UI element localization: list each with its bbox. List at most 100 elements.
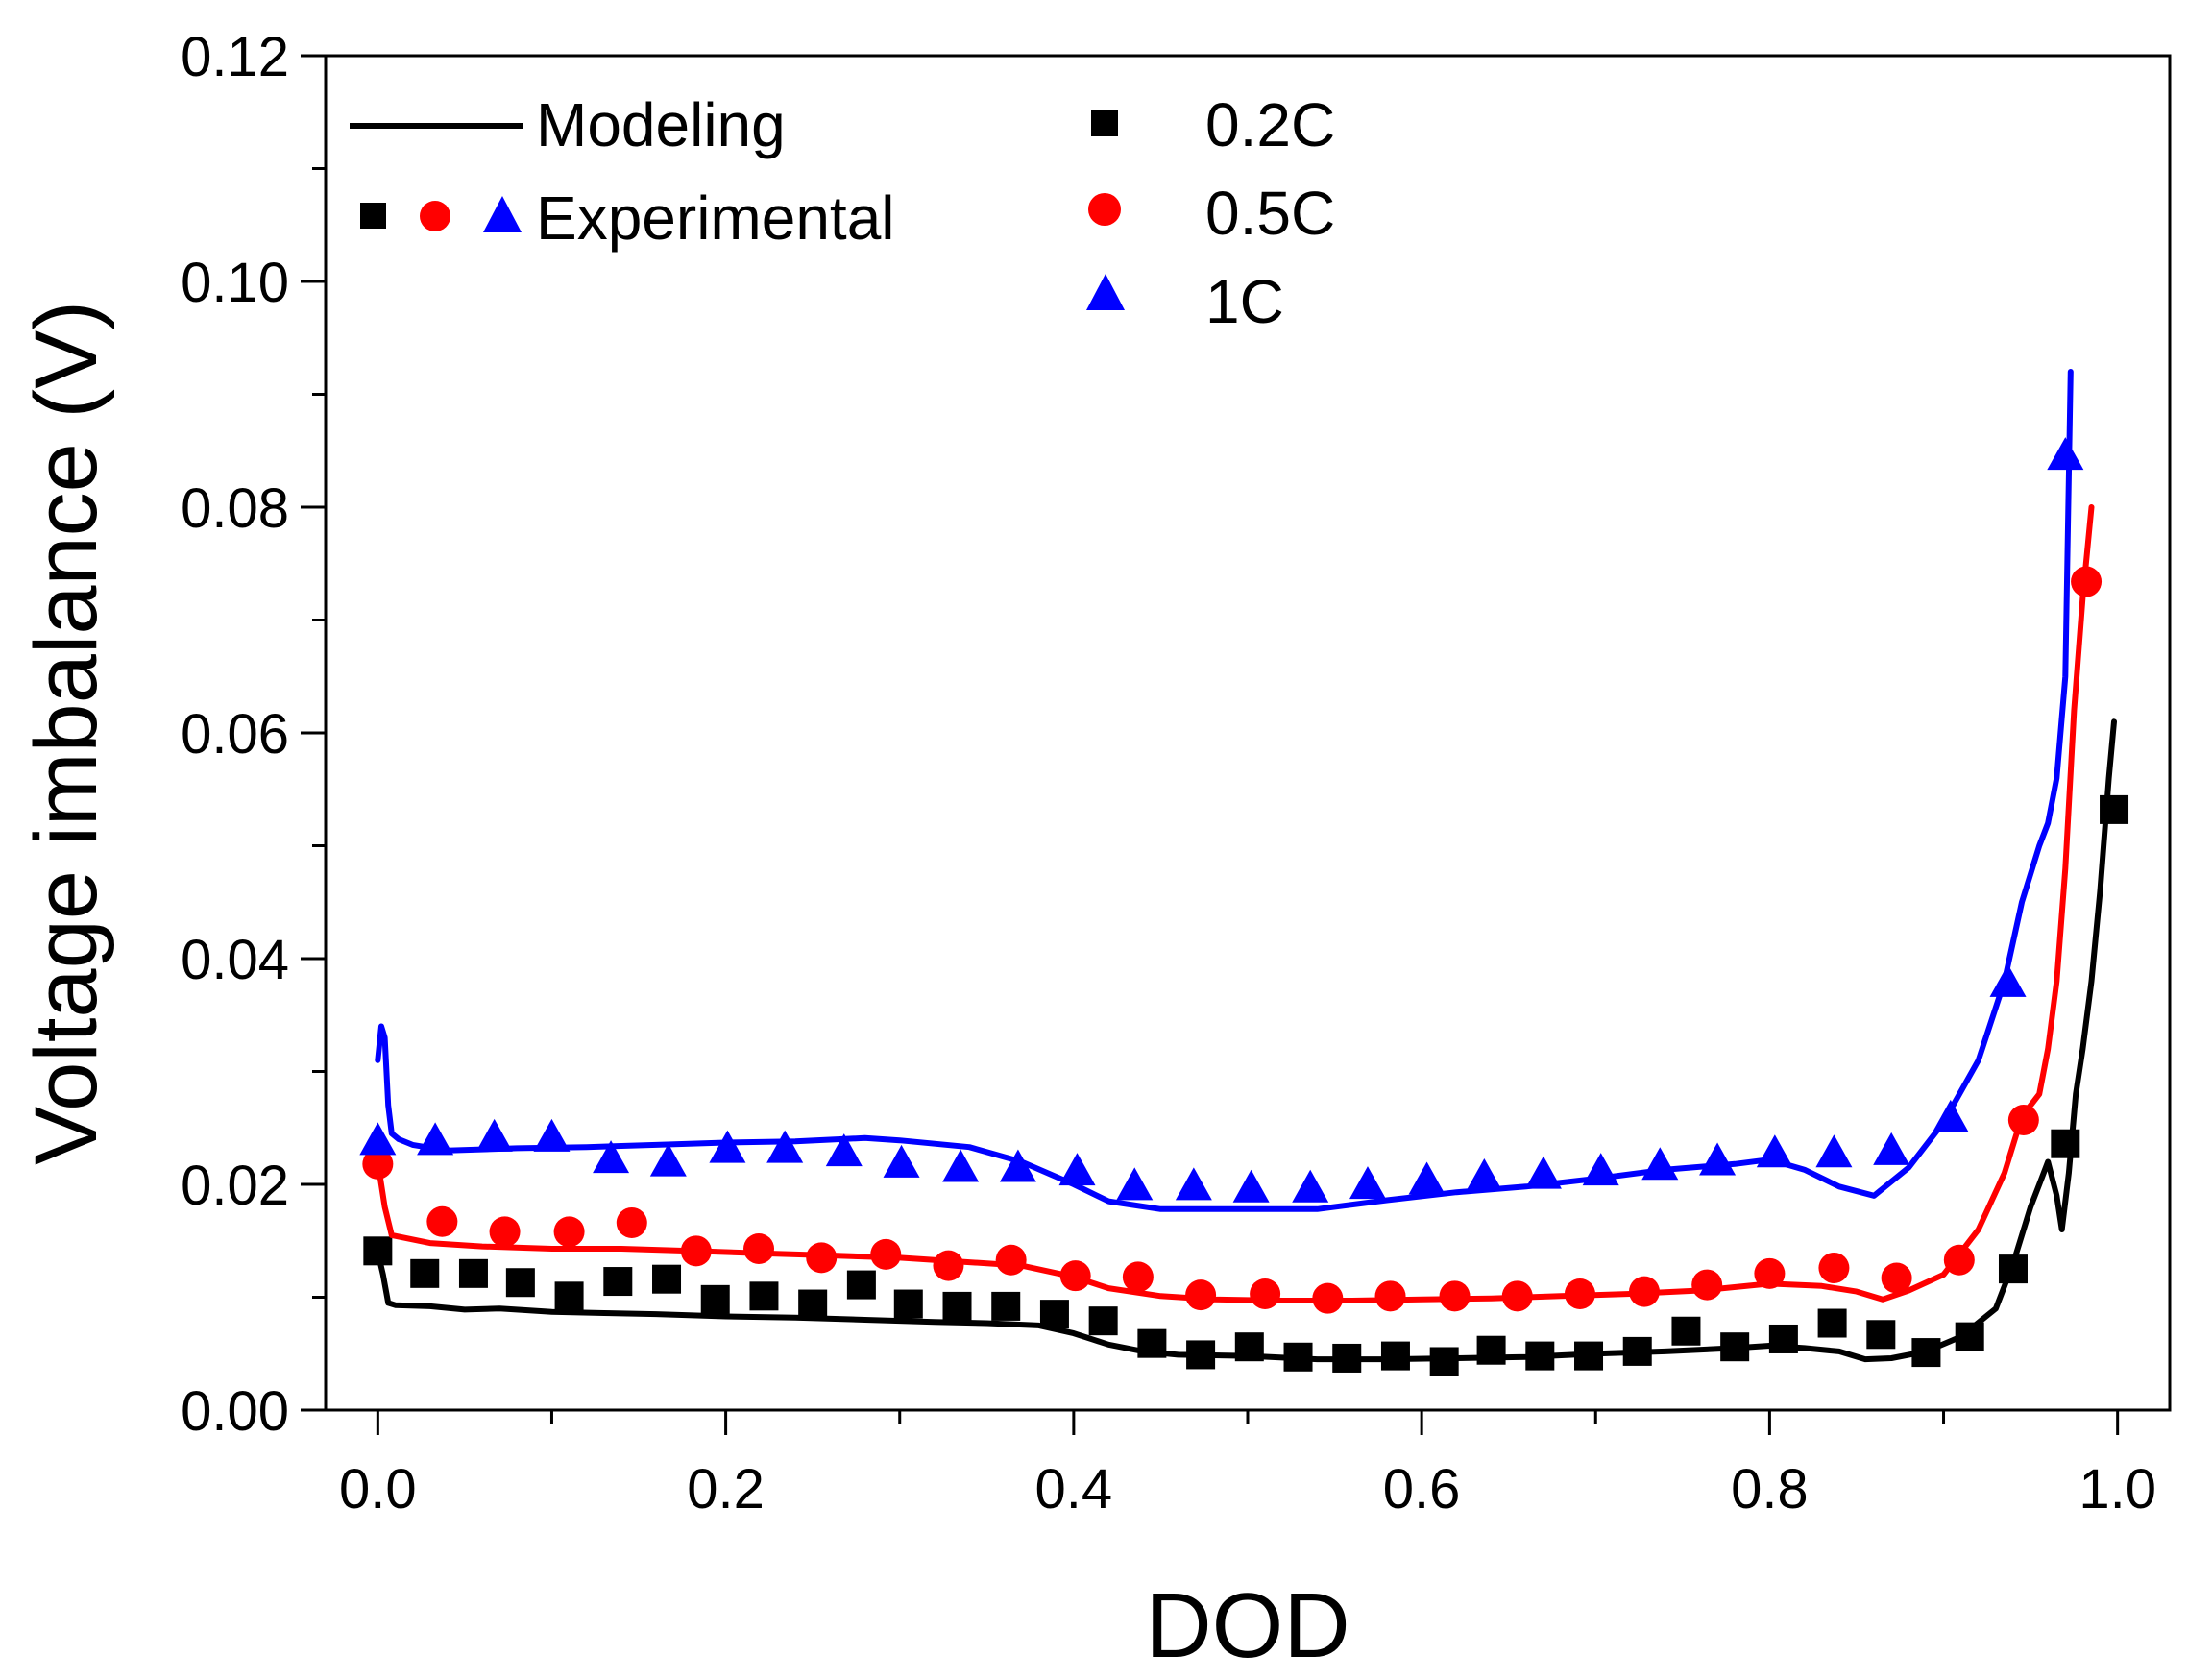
data-point-0-5c <box>489 1216 521 1248</box>
data-point-1c <box>1932 1099 1969 1132</box>
legend-experimental-triangle-marker <box>483 196 522 232</box>
data-point-0-5c <box>870 1238 902 1270</box>
data-point-0-2c <box>1525 1341 1555 1371</box>
data-point-0-2c <box>846 1270 876 1300</box>
data-point-1c <box>1466 1157 1503 1191</box>
data-point-0-2c <box>1866 1320 1896 1350</box>
data-point-0-2c <box>1283 1342 1313 1372</box>
data-point-0-2c <box>1768 1324 1798 1353</box>
data-point-0-5c <box>995 1244 1027 1276</box>
data-point-0-2c <box>942 1291 972 1321</box>
data-point-0-5c <box>1818 1252 1850 1283</box>
data-point-0-2c <box>1186 1340 1216 1370</box>
data-point-1c <box>1292 1169 1329 1203</box>
data-point-0-5c <box>806 1242 838 1274</box>
data-point-0-5c <box>616 1206 647 1238</box>
y-axis-label: Voltage imbalance (V) <box>17 301 115 1165</box>
legend: Modeling Experimental 0.2C 0.5C 1C <box>350 90 1335 336</box>
data-point-0-2c <box>603 1267 633 1297</box>
data-point-0-2c <box>1955 1322 1984 1351</box>
data-point-0-5c <box>1754 1257 1786 1289</box>
data-point-0-2c <box>1720 1332 1750 1362</box>
legend-1c-label: 1C <box>1205 267 1284 336</box>
data-point-0-5c <box>553 1216 585 1248</box>
data-point-0-2c <box>652 1264 682 1294</box>
data-point-0-2c <box>1332 1343 1362 1373</box>
data-point-1c <box>1582 1153 1619 1186</box>
data-point-0-2c <box>2100 794 2129 824</box>
data-point-0-5c <box>362 1148 394 1180</box>
data-point-0-5c <box>1250 1278 1281 1309</box>
data-point-0-2c <box>1574 1341 1604 1371</box>
legend-0.2c-marker <box>1091 110 1118 136</box>
data-point-0-2c <box>700 1284 730 1314</box>
data-point-0-2c <box>458 1258 488 1288</box>
legend-0.2c-label: 0.2C <box>1205 90 1335 159</box>
data-point-1c <box>883 1144 920 1178</box>
x-axis-label: DOD <box>1145 1574 1349 1677</box>
data-point-1c <box>649 1143 687 1177</box>
data-point-0-2c <box>991 1291 1021 1321</box>
data-point-0-5c <box>1881 1262 1912 1294</box>
data-point-0-5c <box>1439 1280 1471 1312</box>
data-point-1c <box>533 1118 571 1152</box>
legend-1c-marker <box>1086 274 1125 310</box>
x-tick-label: 0.2 <box>687 1458 765 1521</box>
data-point-0-2c <box>1429 1347 1459 1376</box>
y-tick-label: 0.06 <box>181 703 289 766</box>
data-point-0-5c <box>1501 1280 1533 1312</box>
data-point-0-2c <box>1088 1306 1118 1336</box>
data-point-0-2c <box>798 1289 828 1319</box>
data-point-0-5c <box>1628 1276 1660 1307</box>
data-point-0-5c <box>1185 1279 1217 1311</box>
data-point-0-2c <box>1671 1316 1701 1346</box>
y-tick-label: 0.10 <box>181 252 289 314</box>
data-point-1c <box>1116 1167 1154 1201</box>
data-point-1c <box>942 1149 980 1182</box>
data-point-1c <box>1058 1153 1096 1186</box>
data-point-0-2c <box>1998 1254 2028 1284</box>
x-tick-label: 0.4 <box>1035 1458 1113 1521</box>
series-1c <box>359 369 2084 1212</box>
data-point-1c <box>2047 437 2084 471</box>
data-point-1c <box>1349 1166 1386 1200</box>
data-point-0-5c <box>2007 1105 2039 1136</box>
data-point-1c <box>1232 1169 1270 1203</box>
series-0-5c <box>362 504 2103 1314</box>
x-tick-label: 0.8 <box>1731 1458 1809 1521</box>
data-point-1c <box>1815 1134 1853 1168</box>
data-point-1c <box>1524 1156 1562 1189</box>
legend-0.5c-marker <box>1088 193 1121 226</box>
data-point-0-2c <box>505 1268 535 1298</box>
legend-0.5c-label: 0.5C <box>1205 179 1335 248</box>
data-point-0-2c <box>1380 1341 1410 1371</box>
data-point-0-2c <box>1039 1300 1069 1329</box>
data-point-0-2c <box>749 1281 779 1311</box>
data-point-1c <box>417 1122 454 1156</box>
data-point-0-5c <box>933 1250 964 1281</box>
data-point-0-2c <box>893 1289 923 1319</box>
data-point-0-5c <box>1059 1260 1091 1292</box>
data-point-1c <box>359 1122 397 1156</box>
data-point-1c <box>1873 1132 1910 1165</box>
data-point-0-5c <box>2071 566 2103 597</box>
x-tick-label: 1.0 <box>2079 1458 2156 1521</box>
data-point-0-2c <box>1622 1336 1652 1366</box>
y-tick-label: 0.12 <box>181 26 289 88</box>
data-point-0-2c <box>1476 1335 1506 1365</box>
data-point-0-5c <box>1691 1269 1723 1301</box>
data-point-0-2c <box>1234 1332 1264 1362</box>
data-point-1c <box>475 1118 513 1152</box>
data-point-0-2c <box>1137 1328 1167 1358</box>
series-0-2c <box>363 718 2129 1376</box>
data-point-0-5c <box>1122 1261 1154 1293</box>
data-point-1c <box>766 1130 804 1163</box>
y-tick-label: 0.04 <box>181 929 289 991</box>
data-point-1c <box>1756 1134 1793 1168</box>
legend-experimental-circle-marker <box>420 201 450 231</box>
y-tick-label: 0.08 <box>181 477 289 540</box>
data-point-1c <box>825 1133 863 1167</box>
data-point-0-2c <box>363 1236 393 1266</box>
data-point-0-2c <box>2051 1129 2080 1158</box>
